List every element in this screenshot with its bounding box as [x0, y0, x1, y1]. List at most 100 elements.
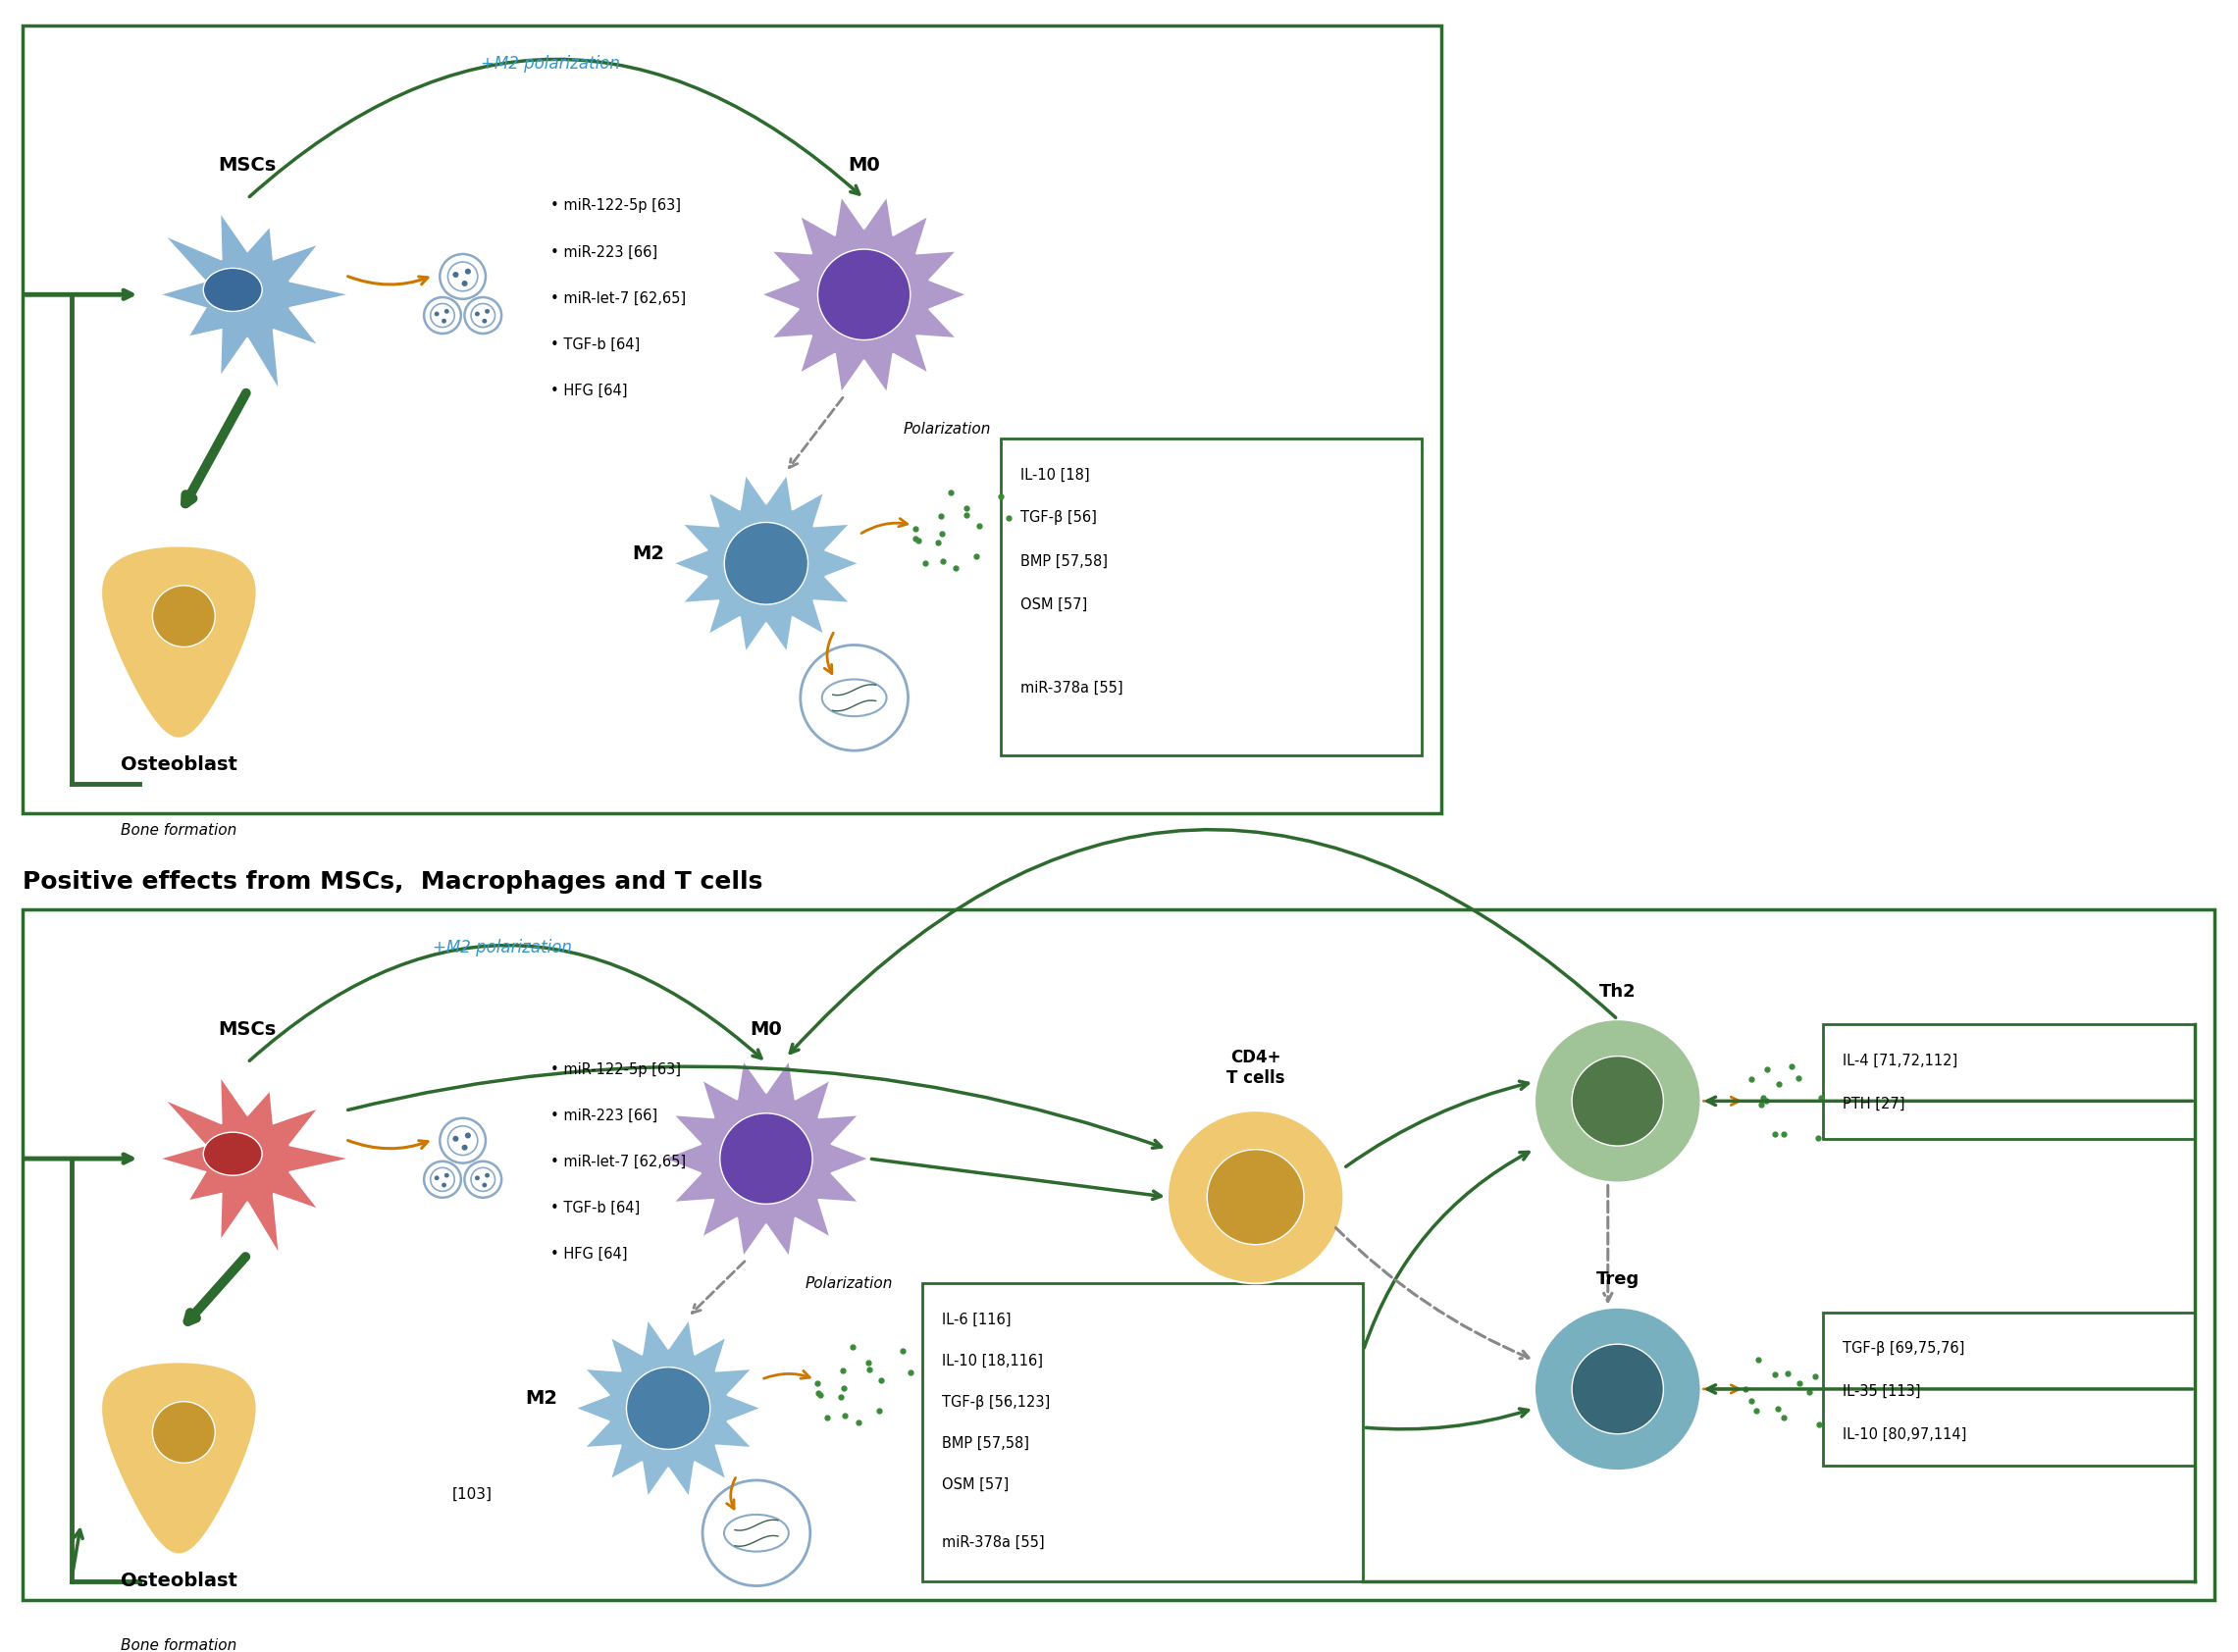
Text: PTH [27]: PTH [27] [1842, 1097, 1905, 1110]
Bar [1000, 438, 1421, 755]
Circle shape [445, 309, 450, 314]
Circle shape [423, 1161, 461, 1198]
Text: Bone formation: Bone formation [121, 823, 237, 838]
Text: Polarization: Polarization [806, 1275, 893, 1290]
Circle shape [1206, 1150, 1305, 1244]
Circle shape [441, 319, 445, 324]
Text: +M2 polarization: +M2 polarization [481, 55, 620, 73]
Circle shape [1168, 1110, 1343, 1284]
Circle shape [721, 1113, 812, 1204]
Text: M0: M0 [750, 1019, 783, 1039]
Circle shape [486, 1173, 490, 1178]
Text: • miR-223 [66]: • miR-223 [66] [551, 1108, 658, 1123]
Text: IL-10 [18,116]: IL-10 [18,116] [942, 1353, 1043, 1368]
Circle shape [474, 1176, 479, 1180]
Circle shape [481, 319, 488, 324]
Polygon shape [101, 1363, 257, 1555]
Circle shape [466, 1161, 501, 1198]
Text: +M2 polarization: +M2 polarization [432, 938, 571, 957]
Text: • miR-223 [66]: • miR-223 [66] [551, 244, 658, 259]
Circle shape [461, 281, 468, 286]
Text: Treg: Treg [1596, 1270, 1640, 1289]
Bar [22, 909, 2216, 1601]
Text: IL-35 [113]: IL-35 [113] [1842, 1384, 1920, 1399]
Text: • miR-122-5p [63]: • miR-122-5p [63] [551, 1062, 680, 1077]
Circle shape [1535, 1307, 1701, 1470]
Circle shape [452, 1137, 459, 1142]
Circle shape [448, 1127, 477, 1155]
Bar [1824, 1312, 2195, 1465]
Circle shape [441, 254, 486, 299]
Text: TGF-β [69,75,76]: TGF-β [69,75,76] [1842, 1341, 1965, 1356]
Bar [22, 26, 1441, 813]
Text: TGF-β [56,123]: TGF-β [56,123] [942, 1394, 1050, 1409]
Bar [922, 1284, 1363, 1581]
Text: OSM [57]: OSM [57] [942, 1477, 1009, 1492]
Circle shape [817, 249, 911, 340]
Text: Osteoblast: Osteoblast [121, 755, 237, 775]
Polygon shape [674, 474, 859, 653]
Circle shape [448, 263, 477, 291]
Text: IL-10 [80,97,114]: IL-10 [80,97,114] [1842, 1427, 1967, 1442]
Text: • TGF-b [64]: • TGF-b [64] [551, 1201, 640, 1216]
Text: Th2: Th2 [1600, 983, 1636, 999]
Polygon shape [101, 547, 257, 738]
Text: IL-4 [71,72,112]: IL-4 [71,72,112] [1842, 1052, 1958, 1067]
Circle shape [152, 585, 215, 648]
Circle shape [452, 271, 459, 278]
Circle shape [466, 297, 501, 334]
Text: IL-6 [116]: IL-6 [116] [942, 1312, 1012, 1327]
Circle shape [486, 309, 490, 314]
Polygon shape [761, 197, 967, 393]
Text: TGF-β [56]: TGF-β [56] [1021, 510, 1097, 525]
Text: • miR-let-7 [62,65]: • miR-let-7 [62,65] [551, 291, 687, 306]
Text: Osteoblast: Osteoblast [121, 1571, 237, 1591]
Text: • TGF-b [64]: • TGF-b [64] [551, 337, 640, 352]
Circle shape [466, 269, 470, 274]
Ellipse shape [204, 1132, 262, 1176]
Circle shape [627, 1368, 709, 1449]
Circle shape [1535, 1019, 1701, 1183]
Text: Polarization: Polarization [904, 421, 991, 436]
Ellipse shape [821, 679, 886, 717]
Text: M0: M0 [848, 155, 880, 175]
Text: • HFG [64]: • HFG [64] [551, 383, 629, 398]
Text: [103]: [103] [452, 1487, 492, 1502]
Text: M2: M2 [633, 545, 665, 563]
Circle shape [725, 522, 808, 605]
Circle shape [1571, 1056, 1663, 1146]
Text: BMP [57,58]: BMP [57,58] [1021, 553, 1108, 568]
Text: • miR-122-5p [63]: • miR-122-5p [63] [551, 198, 680, 213]
Circle shape [470, 304, 495, 327]
Text: • HFG [64]: • HFG [64] [551, 1247, 629, 1262]
Text: BMP [57,58]: BMP [57,58] [942, 1436, 1029, 1450]
Text: IL-10 [18]: IL-10 [18] [1021, 468, 1090, 482]
Ellipse shape [725, 1515, 788, 1551]
Text: • miR-let-7 [62,65]: • miR-let-7 [62,65] [551, 1155, 687, 1170]
Circle shape [1571, 1345, 1663, 1434]
Circle shape [152, 1401, 215, 1464]
Circle shape [430, 1168, 454, 1191]
Text: M2: M2 [526, 1389, 557, 1408]
Polygon shape [159, 213, 349, 390]
Polygon shape [575, 1320, 761, 1497]
Text: MSCs: MSCs [219, 155, 278, 175]
Text: MSCs: MSCs [219, 1019, 278, 1039]
Circle shape [481, 1183, 488, 1188]
Circle shape [434, 1176, 439, 1180]
Circle shape [441, 1118, 486, 1163]
Circle shape [461, 1145, 468, 1150]
Circle shape [445, 1173, 450, 1178]
Circle shape [703, 1480, 810, 1586]
Text: miR-378a [55]: miR-378a [55] [1021, 681, 1123, 695]
Ellipse shape [204, 268, 262, 311]
Circle shape [423, 297, 461, 334]
Circle shape [430, 304, 454, 327]
Text: miR-378a [55]: miR-378a [55] [942, 1535, 1045, 1550]
Text: CD4+
T cells: CD4+ T cells [1226, 1049, 1285, 1087]
Circle shape [474, 312, 479, 316]
Text: OSM [57]: OSM [57] [1021, 596, 1088, 611]
Text: Positive effects from MSCs,  Macrophages and T cells: Positive effects from MSCs, Macrophages … [22, 871, 763, 894]
Circle shape [470, 1168, 495, 1191]
Circle shape [466, 1133, 470, 1138]
